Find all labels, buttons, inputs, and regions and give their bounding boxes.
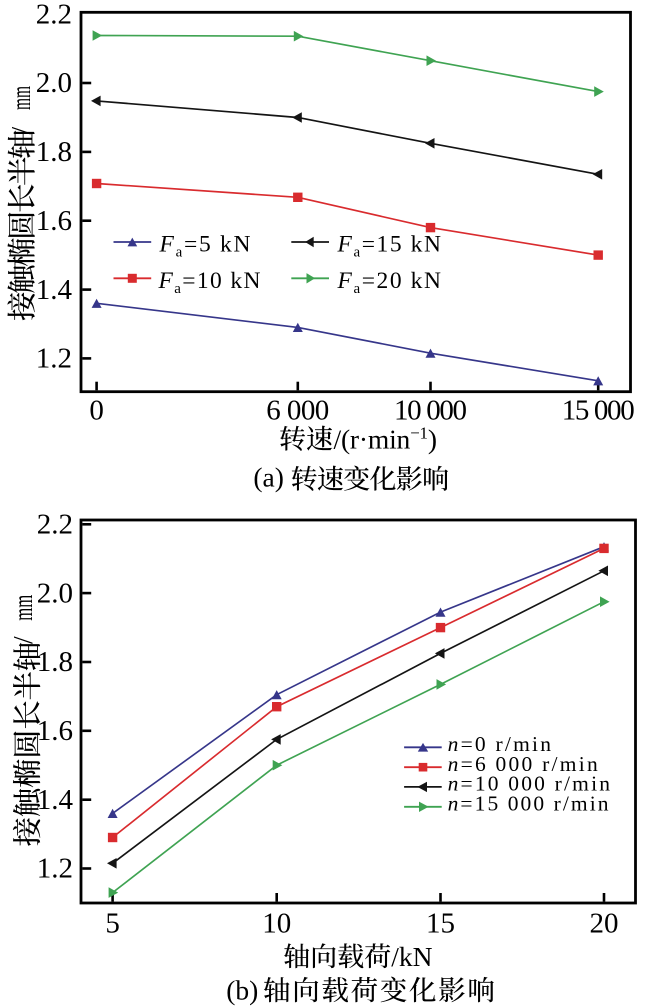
svg-text:0: 0 xyxy=(89,395,104,427)
svg-text:2.0: 2.0 xyxy=(36,67,72,99)
svg-text:2.0: 2.0 xyxy=(37,577,73,609)
svg-text:/: / xyxy=(5,127,36,135)
svg-text:n=10 000 r/min: n =10 000 r/min xyxy=(448,772,611,796)
svg-text:1.6: 1.6 xyxy=(37,715,73,747)
svg-text:20: 20 xyxy=(590,907,619,939)
svg-text:n=0 r/min: n =0 r/min xyxy=(448,732,552,756)
svg-text:15: 15 xyxy=(426,907,455,939)
svg-text:5: 5 xyxy=(105,907,120,939)
svg-text:Fa=5 kN: Fa=5 kN xyxy=(159,232,251,261)
svg-text:1.2: 1.2 xyxy=(37,853,73,885)
svg-text:/: / xyxy=(7,636,38,644)
svg-text:6 000: 6 000 xyxy=(266,395,329,427)
svg-text:Fa=15 kN: Fa=15 kN xyxy=(337,232,442,261)
svg-text:1.2: 1.2 xyxy=(36,343,72,375)
svg-text:(b): (b) xyxy=(226,975,258,1006)
svg-text:2.2: 2.2 xyxy=(37,509,73,541)
svg-text:mm: mm xyxy=(7,595,38,621)
svg-text:10 000: 10 000 xyxy=(394,395,467,427)
svg-text:n=15 000 r/min: n=15 000 r/min xyxy=(448,792,609,816)
svg-text:Fa=20 kN: Fa=20 kN xyxy=(337,268,442,297)
svg-text:Fa=10 kN: Fa=10 kN xyxy=(158,268,261,297)
svg-text:1.8: 1.8 xyxy=(37,646,73,678)
svg-text:1.6: 1.6 xyxy=(36,205,72,237)
svg-text:n=6 000 r/min: n =6 000 r/min xyxy=(448,752,598,776)
svg-text:mm: mm xyxy=(5,86,36,110)
svg-text:15 000: 15 000 xyxy=(562,395,635,427)
svg-text:1.4: 1.4 xyxy=(37,784,74,816)
svg-text:1.8: 1.8 xyxy=(36,136,72,168)
svg-text:(a): (a) xyxy=(253,462,284,493)
svg-text:10: 10 xyxy=(262,907,291,939)
svg-text:/kN: /kN xyxy=(391,941,432,972)
svg-text:1.4: 1.4 xyxy=(36,274,73,306)
svg-text:2.2: 2.2 xyxy=(36,0,72,30)
